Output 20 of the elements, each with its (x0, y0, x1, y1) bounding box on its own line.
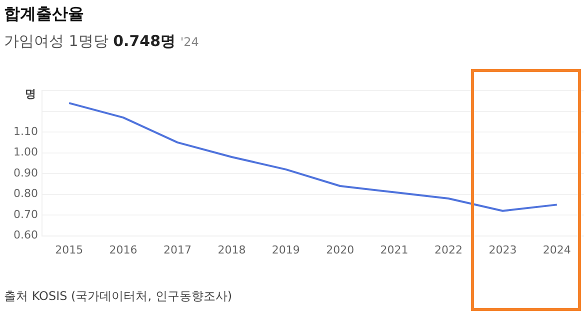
x-tick-label: 2024 (542, 243, 571, 256)
y-tick-label: 0.60 (14, 228, 38, 242)
x-tick-label: 2020 (326, 243, 354, 256)
x-tick-label: 2016 (109, 243, 138, 256)
y-tick-label: 1.00 (14, 146, 38, 159)
x-tick-label: 2017 (164, 243, 192, 256)
y-tick-label: 0.80 (14, 187, 38, 200)
y-tick-label: 0.90 (14, 166, 38, 180)
chart-subtitle: 가임여성 1명당 0.748명 '24 (4, 32, 199, 50)
x-tick-label: 2023 (488, 243, 517, 256)
y-axis-title: 명 (25, 87, 36, 100)
chart-title: 합계출산율 (4, 4, 84, 25)
x-tick-label: 2019 (272, 243, 300, 256)
x-tick-label: 2022 (434, 243, 462, 256)
x-tick-label: 2018 (218, 243, 246, 256)
source-note: 출처 KOSIS (국가데이터처, 인구동향조사) (4, 288, 232, 305)
y-tick-label: 0.70 (14, 208, 38, 221)
x-tick-label: 2015 (55, 243, 84, 256)
y-tick-label: 1.10 (14, 124, 38, 138)
x-tick-label: 2021 (380, 243, 408, 256)
